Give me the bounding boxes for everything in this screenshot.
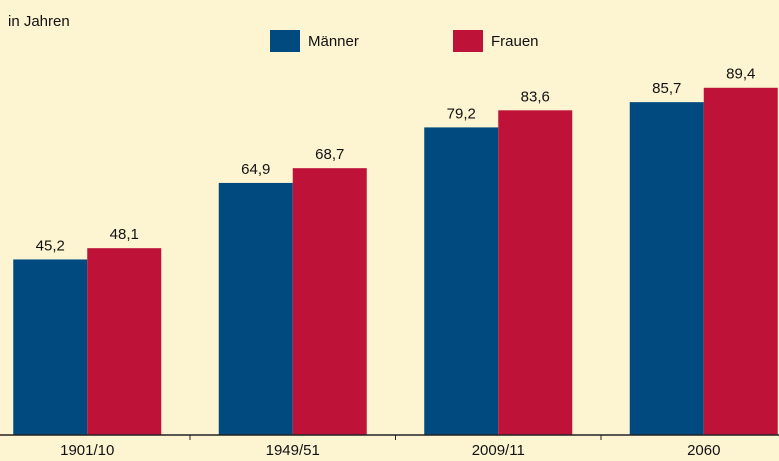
value-label: 83,6 <box>521 88 550 105</box>
bar <box>498 110 573 435</box>
bar <box>703 87 778 435</box>
legend-label: Frauen <box>491 33 539 50</box>
bar <box>424 127 499 436</box>
value-label: 79,2 <box>447 105 476 122</box>
bar <box>13 259 88 435</box>
value-label: 85,7 <box>652 80 681 97</box>
chart-subtitle: in Jahren <box>8 13 70 30</box>
bar <box>218 182 293 435</box>
legend-swatch <box>270 30 300 52</box>
bar <box>629 102 704 435</box>
value-label: 45,2 <box>36 237 65 254</box>
bar <box>87 248 162 435</box>
x-tick-label: 1901/10 <box>60 442 114 459</box>
bar <box>292 168 367 435</box>
x-tick-label: 2009/11 <box>472 442 525 459</box>
legend-swatch <box>453 30 483 52</box>
legend-label: Männer <box>308 33 359 50</box>
value-label: 89,4 <box>726 66 755 83</box>
x-tick-label: 2060 <box>687 442 720 459</box>
value-label: 68,7 <box>315 146 344 163</box>
value-label: 48,1 <box>110 226 139 243</box>
x-tick-label: 1949/51 <box>266 442 320 459</box>
value-label: 64,9 <box>241 161 270 178</box>
